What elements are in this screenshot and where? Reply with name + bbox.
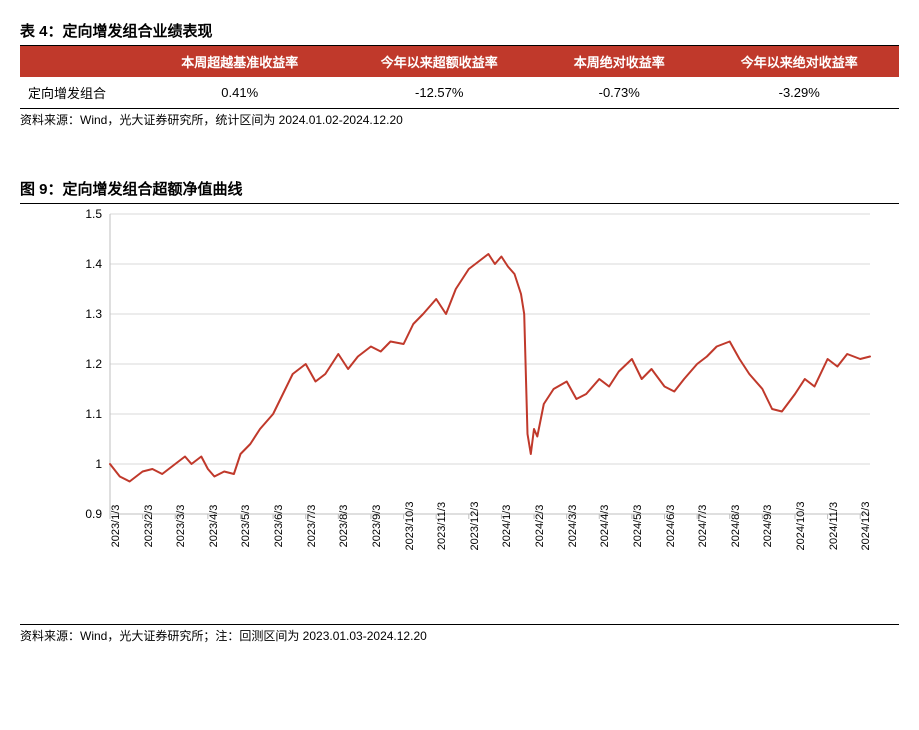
x-tick-label: 2024/9/3 — [762, 505, 774, 548]
x-tick-label: 2024/5/3 — [632, 505, 644, 548]
chart-area: 0.9 1 1.1 1.2 1.3 1.4 1.5 2023/1/3 2023/2/3 2023/… — [30, 204, 890, 624]
x-tick-label: 2023/2/3 — [143, 505, 155, 548]
x-tick-label: 2024/12/3 — [860, 502, 872, 551]
y-tick-label: 1.1 — [62, 407, 102, 421]
table-row: 定向增发组合 0.41% -12.57% -0.73% -3.29% — [20, 77, 899, 109]
x-tick-label: 2023/8/3 — [338, 505, 350, 548]
cell: -3.29% — [699, 77, 899, 109]
cell: -12.57% — [339, 77, 538, 109]
chart-title: 图 9：定向增发组合超额净值曲线 — [20, 178, 899, 204]
col-header — [20, 46, 140, 77]
col-header: 今年以来绝对收益率 — [699, 46, 899, 77]
y-tick-label: 1.4 — [62, 257, 102, 271]
col-header: 今年以来超额收益率 — [339, 46, 538, 77]
x-tick-label: 2024/3/3 — [567, 505, 579, 548]
chart-source: 资料来源：Wind，光大证券研究所；注：回测区间为 2023.01.03-202… — [20, 627, 899, 644]
x-tick-label: 2023/11/3 — [436, 502, 448, 550]
y-tick-label: 1.3 — [62, 307, 102, 321]
x-tick-label: 2024/8/3 — [730, 505, 742, 548]
col-header: 本周绝对收益率 — [539, 46, 700, 77]
x-tick-label: 2023/5/3 — [240, 505, 252, 548]
x-tick-label: 2024/6/3 — [665, 505, 677, 548]
y-tick-label: 1 — [62, 457, 102, 471]
x-tick-label: 2023/10/3 — [404, 502, 416, 551]
performance-table: 本周超越基准收益率 今年以来超额收益率 本周绝对收益率 今年以来绝对收益率 定向… — [20, 46, 899, 109]
x-tick-label: 2023/6/3 — [273, 505, 285, 548]
y-tick-label: 0.9 — [62, 507, 102, 521]
x-tick-label: 2023/9/3 — [371, 505, 383, 548]
x-tick-label: 2023/3/3 — [175, 505, 187, 548]
chart-bottom-rule — [20, 624, 899, 625]
line-chart-svg — [30, 204, 890, 624]
table-source: 资料来源：Wind，光大证券研究所，统计区间为 2024.01.02-2024.… — [20, 111, 899, 128]
table-title: 表 4：定向增发组合业绩表现 — [20, 20, 899, 46]
x-tick-label: 2023/7/3 — [306, 505, 318, 548]
row-label: 定向增发组合 — [20, 77, 140, 109]
chart-section: 图 9：定向增发组合超额净值曲线 0.9 1 1.1 1.2 1.3 1.4 1.5 2023… — [20, 178, 899, 644]
x-tick-label: 2023/4/3 — [208, 505, 220, 548]
x-tick-label: 2024/11/3 — [828, 502, 840, 550]
y-tick-label: 1.2 — [62, 357, 102, 371]
table-section: 表 4：定向增发组合业绩表现 本周超越基准收益率 今年以来超额收益率 本周绝对收… — [20, 20, 899, 128]
y-tick-label: 1.5 — [62, 207, 102, 221]
x-tick-label: 2024/2/3 — [534, 505, 546, 548]
x-tick-label: 2024/1/3 — [501, 505, 513, 548]
col-header: 本周超越基准收益率 — [140, 46, 339, 77]
x-tick-label: 2024/7/3 — [697, 505, 709, 548]
cell: -0.73% — [539, 77, 700, 109]
cell: 0.41% — [140, 77, 339, 109]
x-tick-label: 2023/1/3 — [110, 505, 122, 548]
x-tick-label: 2023/12/3 — [469, 502, 481, 551]
x-tick-label: 2024/4/3 — [599, 505, 611, 548]
x-tick-label: 2024/10/3 — [795, 502, 807, 551]
table-header-row: 本周超越基准收益率 今年以来超额收益率 本周绝对收益率 今年以来绝对收益率 — [20, 46, 899, 77]
